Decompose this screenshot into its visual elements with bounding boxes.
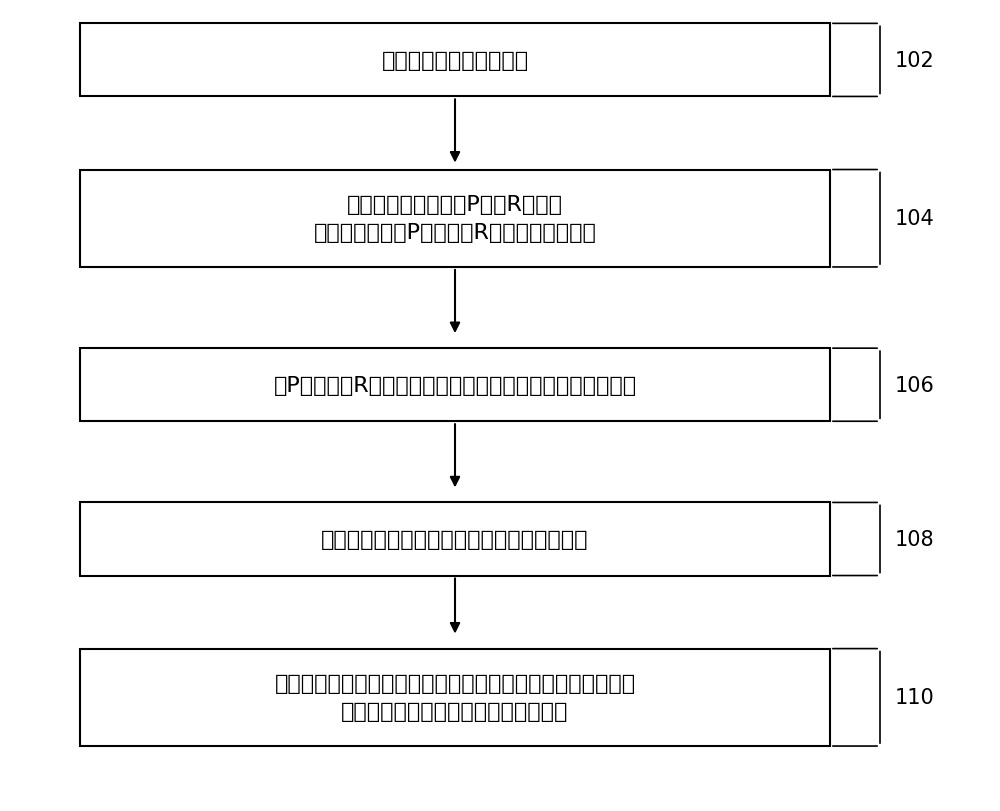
FancyBboxPatch shape xyxy=(80,503,830,576)
FancyBboxPatch shape xyxy=(80,349,830,422)
Text: 对腔内心电信号进行P波、R波检测
及识别，以获取P波信号和R波信号的特征信息: 对腔内心电信号进行P波、R波检测 及识别，以获取P波信号和R波信号的特征信息 xyxy=(314,195,596,243)
Text: 102: 102 xyxy=(895,51,935,71)
FancyBboxPatch shape xyxy=(80,649,830,746)
Text: 104: 104 xyxy=(895,209,935,229)
Text: 108: 108 xyxy=(895,530,935,549)
FancyBboxPatch shape xyxy=(80,24,830,97)
Text: 对心脏进行导联阻抗检测以获取导联阻抗信息: 对心脏进行导联阻抗检测以获取导联阻抗信息 xyxy=(321,530,589,549)
Text: 获取心脏的腔内心电信号: 获取心脏的腔内心电信号 xyxy=(381,51,529,71)
Text: 110: 110 xyxy=(895,688,935,707)
Text: 对P波信号、R波信号进行损伤电流检测以获取损伤电流信息: 对P波信号、R波信号进行损伤电流检测以获取损伤电流信息 xyxy=(273,375,637,395)
Text: 在特征信息、损伤电流信息和导联阻抗信息中的至少一个信息
满足预设条件时生成心脏穿孔提示信号: 在特征信息、损伤电流信息和导联阻抗信息中的至少一个信息 满足预设条件时生成心脏穿… xyxy=(274,673,636,722)
FancyBboxPatch shape xyxy=(80,170,830,268)
Text: 106: 106 xyxy=(895,375,935,395)
